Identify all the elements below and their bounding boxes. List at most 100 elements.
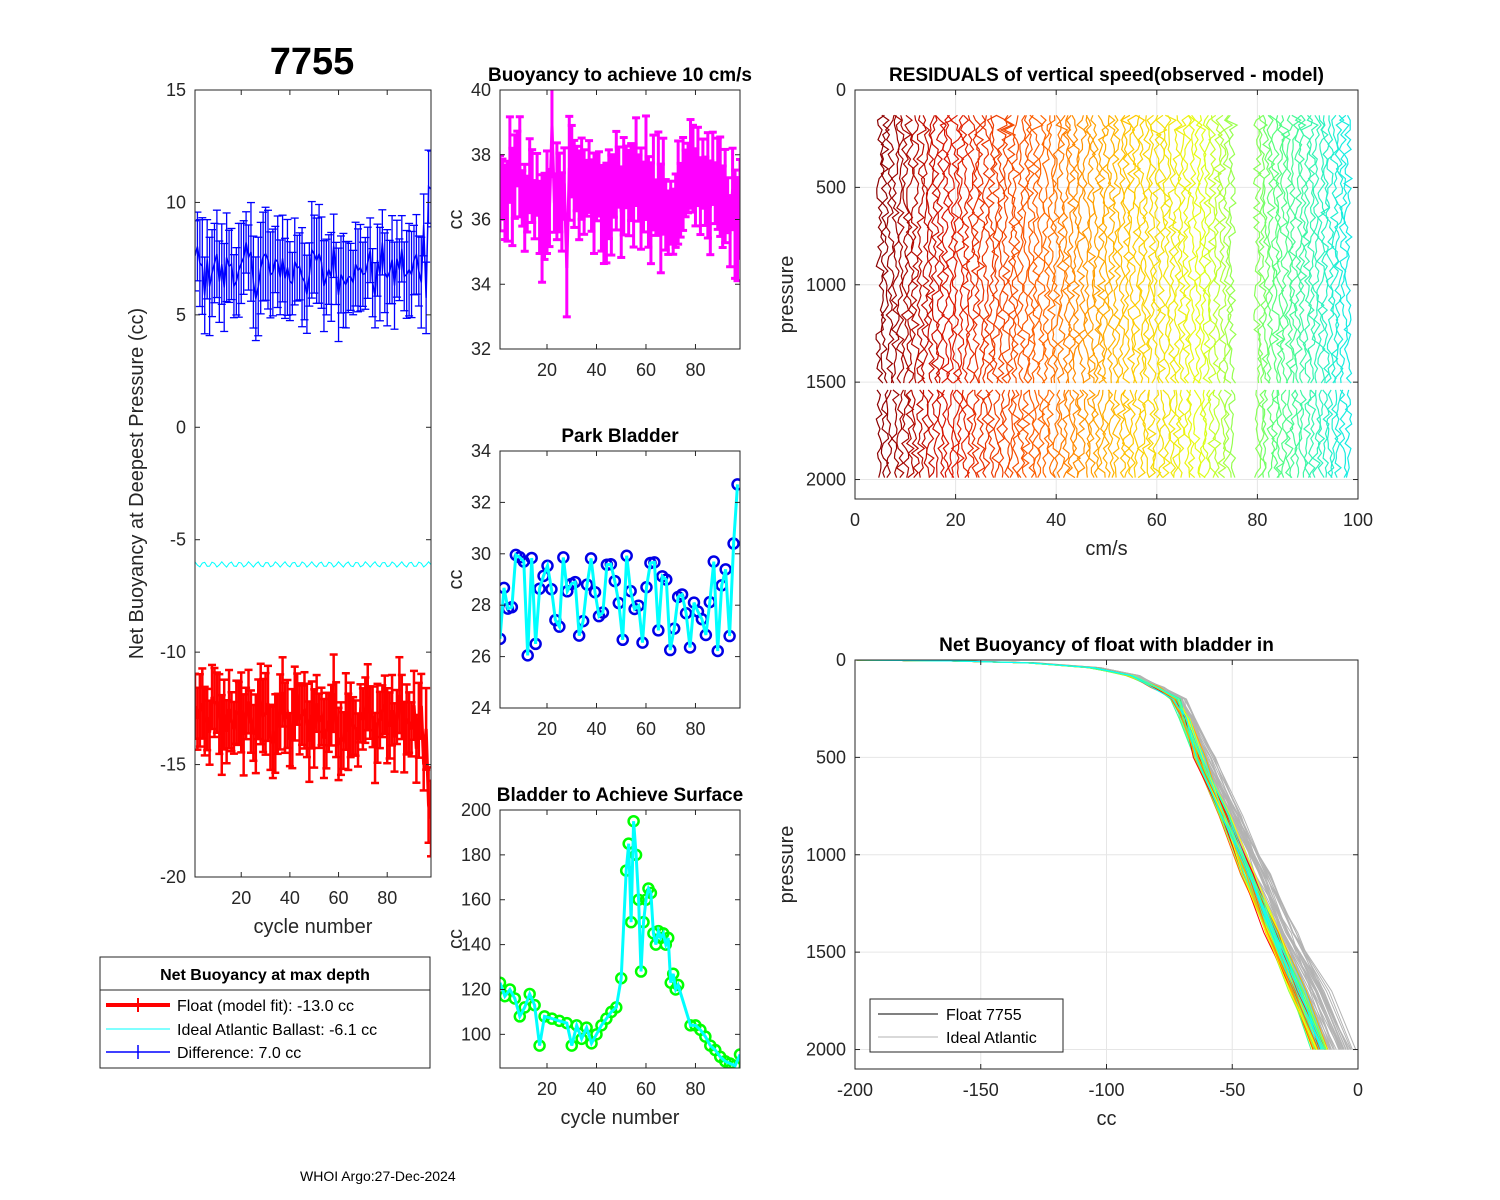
residual-profile — [1036, 114, 1047, 384]
residual-profile — [1016, 389, 1026, 478]
residual-profile — [1172, 115, 1183, 384]
tick-label-y: 10 — [166, 192, 186, 212]
bladder-surface-chart: 20 40 60 80 100 120 140 160 180 200 Bladder to Ach… — [445, 785, 743, 1129]
tick-label-y: 140 — [461, 935, 491, 955]
tick-label-y: 0 — [176, 417, 186, 437]
residual-profile — [1085, 114, 1097, 384]
residual-profile — [1061, 115, 1072, 384]
residual-profile — [921, 389, 931, 478]
residual-profile — [1046, 389, 1056, 479]
residual-profile — [1172, 389, 1182, 478]
residual-profile — [915, 389, 926, 478]
residual-profile — [1261, 389, 1269, 478]
net-buoyancy-chart: 20 40 60 80 -20 -15 -10 -5 0 5 10 15 cycle number Net… — [126, 80, 432, 938]
plot-content — [855, 660, 1357, 1050]
tick-label-x: 40 — [586, 360, 606, 380]
residual-profile — [880, 114, 890, 384]
tick-label-y: 100 — [461, 1024, 491, 1044]
tick-label-y: 0 — [836, 650, 846, 670]
data-point — [590, 1028, 603, 1041]
residual-profile — [1225, 114, 1239, 384]
tick-label-y: 5 — [176, 305, 186, 325]
tick-label-y: 1000 — [806, 845, 846, 865]
tick-label-y: 40 — [471, 80, 491, 100]
tick-label-x: 0 — [1353, 1080, 1363, 1100]
float-profile — [855, 660, 1322, 1050]
tick-label-x: 80 — [685, 719, 705, 739]
residual-profile — [1207, 389, 1216, 478]
tick-label-x: 80 — [685, 1079, 705, 1099]
residual-profile — [1307, 389, 1317, 478]
residual-profile — [1007, 389, 1016, 478]
residual-profile — [966, 115, 976, 384]
residual-profile — [1212, 389, 1222, 478]
residual-profile — [1086, 389, 1097, 478]
y-axis-label: cc — [445, 929, 467, 949]
residual-profile — [1257, 115, 1269, 384]
residual-profile — [885, 389, 893, 478]
legend-item-ideal: Ideal Atlantic Ballast: -6.1 cc — [106, 1022, 377, 1039]
residual-profile — [1131, 115, 1142, 384]
legend-item-difference: Difference: 7.0 cc — [106, 1045, 301, 1062]
residual-profile — [1316, 115, 1329, 384]
tick-label-x: -100 — [1088, 1080, 1124, 1100]
plot-content — [500, 90, 740, 319]
residual-profile — [1334, 389, 1344, 478]
residual-profile — [1135, 114, 1147, 384]
tick-label-y: 34 — [471, 441, 491, 461]
residual-profile — [1081, 389, 1091, 478]
y-axis-label: pressure — [776, 826, 798, 904]
residual-profile — [1275, 115, 1285, 384]
tick-label-x: 60 — [636, 719, 656, 739]
plot-content — [195, 149, 431, 858]
tick-label-x: 40 — [586, 719, 606, 739]
residual-profile — [880, 389, 890, 478]
tick-label-y: 180 — [461, 845, 491, 865]
tick-label-y: 34 — [471, 274, 491, 294]
residual-profile — [966, 389, 976, 478]
residual-profile — [1052, 389, 1061, 478]
tick-label-y: 26 — [471, 647, 491, 667]
residual-profile — [1162, 389, 1172, 479]
tick-label-y: 32 — [471, 339, 491, 359]
residual-profile — [1102, 389, 1111, 478]
residual-profile — [890, 389, 900, 478]
net-buoyancy-bladder-chart: -200 -150 -100 -50 0 0 500 1000 1500 2000 Net Buoy… — [776, 635, 1363, 1130]
residual-profile — [1066, 389, 1076, 479]
residual-profile — [1116, 114, 1127, 384]
legend-label-ideal: Ideal Atlantic Ballast: -6.1 cc — [177, 1022, 377, 1039]
series-line-park — [500, 484, 739, 656]
residual-profile — [1343, 115, 1354, 384]
x-axis-label: cycle number — [561, 1107, 680, 1129]
axes-frame — [499, 450, 741, 709]
residual-profile — [875, 114, 885, 384]
tick-label-y: 28 — [471, 595, 491, 615]
tick-label-x: 20 — [537, 360, 557, 380]
tick-label-x: 60 — [636, 360, 656, 380]
residual-profile — [1311, 114, 1322, 384]
residual-profile — [1306, 114, 1319, 384]
residual-profile — [925, 389, 935, 479]
series-line-ideal — [195, 561, 431, 568]
residual-profile — [1081, 115, 1091, 384]
residual-profile — [1165, 114, 1178, 384]
residual-profile — [1288, 114, 1302, 384]
residual-profile — [1322, 389, 1330, 478]
residual-profile — [1131, 389, 1142, 478]
bladder-legend: Float 7755 Ideal Atlantic — [869, 998, 1064, 1053]
tick-label-y: 500 — [816, 177, 846, 197]
residual-profile — [990, 115, 1001, 384]
residual-profile — [1122, 389, 1131, 478]
residual-profile — [1041, 389, 1051, 478]
plot-content — [500, 478, 740, 662]
residual-profile — [890, 115, 900, 384]
legend-label-ideal-atlantic: Ideal Atlantic — [946, 1030, 1037, 1047]
residual-profile — [925, 115, 936, 384]
residual-profile — [1252, 114, 1264, 384]
residual-profile — [1222, 389, 1232, 478]
residual-profile — [1338, 114, 1350, 384]
tick-label-x: 20 — [946, 510, 966, 530]
chart-title: Buoyancy to achieve 10 cm/s — [488, 65, 752, 86]
residual-profile — [1228, 389, 1237, 478]
